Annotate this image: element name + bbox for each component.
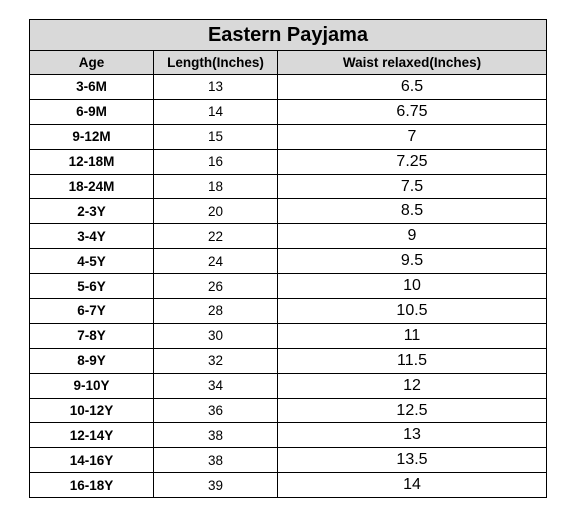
table-cell: 38 [153,447,278,474]
table-row: 9-12M 15 7 [29,123,547,150]
table-cell: 36 [153,397,278,424]
table-cell: 11 [277,322,547,349]
table-cell: 6-7Y [29,298,154,324]
column-header: Length(Inches) [153,50,278,75]
table-row: 16-18Y 39 14 [29,472,547,499]
table-cell: 10 [277,273,547,300]
table-cell: 20 [153,198,278,225]
table-row: 4-5Y 24 9.5 [29,248,547,275]
table-cell: 12-14Y [29,422,154,449]
table-cell: 12-18M [29,148,154,175]
table-cell: 15 [153,123,278,150]
table-cell: 12.5 [277,397,547,424]
table-cell: 14-16Y [29,447,154,474]
table-cell: 16 [153,148,278,175]
table-cell: 8-9Y [29,347,154,374]
table-cell: 7-8Y [29,322,154,349]
table-cell: 13 [277,422,547,449]
table-cell: 7.5 [277,173,547,200]
table-cell: 39 [153,472,278,499]
table-row: 9-10Y 34 12 [29,372,547,399]
table-cell: 4-5Y [29,248,154,275]
table-cell: 38 [153,422,278,449]
table-row: 10-12Y 36 12.5 [29,397,547,424]
table-cell: 10.5 [277,298,547,324]
column-header: Age [29,50,154,75]
table-row: 7-8Y 30 11 [29,322,547,349]
table-row: 3-6M 13 6.5 [29,74,547,100]
table-cell: 34 [153,372,278,399]
table-cell: 28 [153,298,278,324]
table-cell: 9.5 [277,248,547,275]
table-row: 12-14Y 38 13 [29,422,547,449]
table-cell: 2-3Y [29,198,154,225]
table-cell: 3-4Y [29,223,154,250]
table-row: 5-6Y 26 10 [29,273,547,300]
table-cell: 12 [277,372,547,399]
table-cell: 6.5 [277,74,547,100]
table-cell: 11.5 [277,347,547,374]
table-row: 18-24M 18 7.5 [29,173,547,200]
table-cell: 14 [153,98,278,125]
table-cell: 26 [153,273,278,300]
table-cell: 7.25 [277,148,547,175]
table-cell: 8.5 [277,198,547,225]
table-cell: 9-10Y [29,372,154,399]
table-row: 6-7Y 28 10.5 [29,298,547,324]
column-header: Waist relaxed(Inches) [277,50,547,75]
table-cell: 6-9M [29,98,154,125]
table-cell: 13 [153,74,278,100]
table-cell: 14 [277,472,547,499]
table-body: 3-6M 13 6.5 6-9M 14 6.75 9-12M 15 7 12-18M 16 7.25 1… [29,74,547,499]
table-cell: 30 [153,322,278,349]
table-cell: 6.75 [277,98,547,125]
table-cell: 10-12Y [29,397,154,424]
table-row: 6-9M 14 6.75 [29,98,547,125]
table-cell: 16-18Y [29,472,154,499]
table-row: 14-16Y 38 13.5 [29,447,547,474]
table-row: 3-4Y 22 9 [29,223,547,250]
table-cell: 18 [153,173,278,200]
table-cell: 22 [153,223,278,250]
size-table: Eastern Payjama Age Length(Inches) Waist r… [29,19,547,499]
table-cell: 9-12M [29,123,154,150]
table-row: 2-3Y 20 8.5 [29,198,547,225]
header-row: Age Length(Inches) Waist relaxed(Inches) [29,50,547,75]
table-row: 12-18M 16 7.25 [29,148,547,175]
table-cell: 3-6M [29,74,154,100]
table-cell: 18-24M [29,173,154,200]
table-cell: 9 [277,223,547,250]
table-cell: 24 [153,248,278,275]
table-title: Eastern Payjama [29,19,547,51]
table-cell: 5-6Y [29,273,154,300]
table-cell: 13.5 [277,447,547,474]
table-cell: 32 [153,347,278,374]
table-row: 8-9Y 32 11.5 [29,347,547,374]
table-cell: 7 [277,123,547,150]
